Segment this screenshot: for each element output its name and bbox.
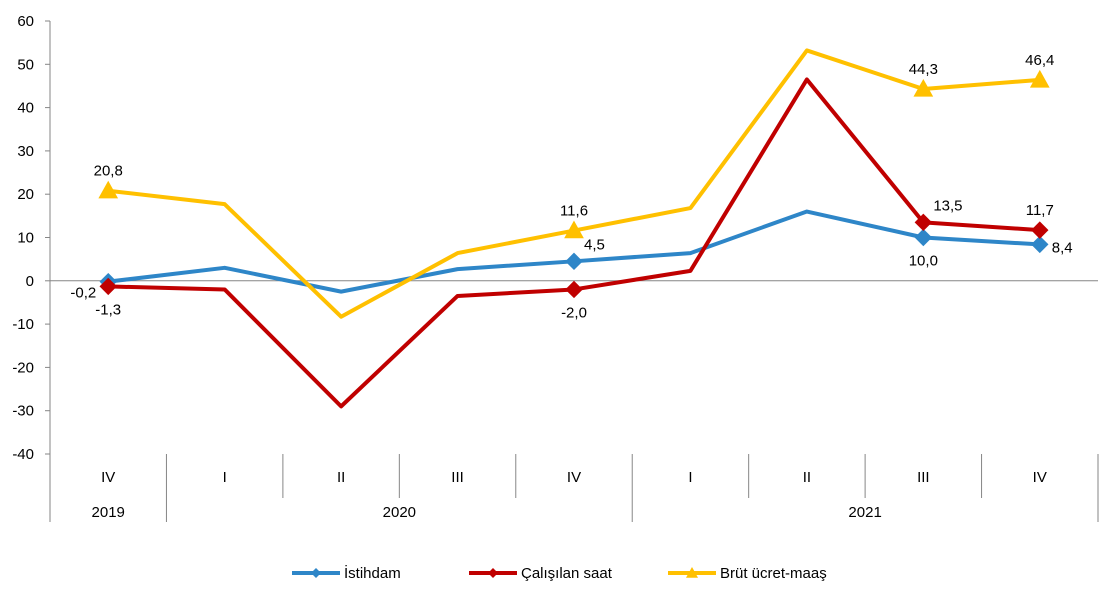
data-label: 10,0 [909, 253, 938, 270]
x-tick-label: II [337, 469, 345, 486]
legend-label: İstihdam [344, 564, 401, 582]
legend: İstihdam Çalışılan saat Brüt ücret-maaş [292, 564, 827, 582]
x-tick-label: IV [567, 469, 581, 486]
y-tick-label: 10 [17, 230, 34, 247]
y-tick-label: 0 [26, 273, 34, 290]
data-point-marker [914, 228, 933, 247]
y-tick-label: -30 [12, 403, 34, 420]
legend-item: İstihdam [292, 564, 401, 582]
data-label: 4,5 [584, 236, 605, 253]
legend-label: Brüt ücret-maaş [720, 565, 827, 582]
data-label: 11,7 [1026, 202, 1054, 219]
y-tick-label: -20 [12, 359, 34, 376]
data-point-marker [564, 220, 584, 239]
y-tick-label: 50 [17, 56, 34, 73]
year-group-label: 2020 [383, 504, 416, 521]
legend-item: Çalışılan saat [469, 565, 613, 582]
data-point-marker [914, 213, 933, 232]
data-point-marker [1031, 235, 1049, 254]
y-tick-label: 40 [17, 100, 34, 117]
data-point-marker [98, 180, 119, 199]
series-line [106, 77, 1042, 409]
data-point-marker [565, 252, 583, 271]
x-tick-label: IV [1033, 469, 1047, 486]
x-tick-label: III [917, 469, 930, 486]
data-point-marker [1031, 221, 1049, 239]
series-line [106, 48, 1042, 319]
x-tick-label: I [223, 469, 227, 486]
data-label: 46,4 [1025, 52, 1054, 69]
legend-label: Çalışılan saat [521, 565, 613, 582]
series-2 [98, 48, 1050, 319]
year-group-label: 2019 [92, 504, 125, 521]
y-tick-label: -40 [12, 446, 34, 463]
legend-item: Brüt ücret-maaş [668, 565, 827, 582]
legend-marker [311, 568, 321, 578]
y-tick-label: -10 [12, 316, 34, 333]
series-lines [98, 48, 1050, 409]
data-label: 8,4 [1052, 239, 1073, 256]
data-labels: -0,2 4,5 10,0 8,4 -1,3 -2,0 13,5 11,7 20,8 11,6 44… [70, 52, 1072, 322]
x-tick-label: I [688, 469, 692, 486]
data-point-marker [913, 78, 934, 97]
data-label: 44,3 [909, 61, 938, 78]
year-group-label: 2021 [848, 504, 881, 521]
data-point-marker [99, 277, 117, 296]
series-1 [99, 77, 1049, 409]
data-label: 20,8 [94, 163, 123, 180]
x-tick-label: IV [101, 469, 115, 486]
x-tick-label: II [803, 469, 811, 486]
series-0 [99, 209, 1049, 294]
data-label: -1,3 [95, 301, 121, 318]
data-label: -2,0 [561, 304, 587, 321]
data-label: 11,6 [560, 203, 588, 220]
data-point-marker [1029, 69, 1050, 88]
y-tick-label: 60 [17, 13, 34, 30]
legend-marker [686, 567, 698, 578]
data-label: -0,2 [70, 285, 96, 302]
data-label: 13,5 [933, 197, 962, 214]
x-tick-label: III [451, 469, 464, 486]
y-tick-label: 30 [17, 143, 34, 160]
data-point-marker [565, 280, 583, 299]
y-tick-label: 20 [17, 186, 34, 203]
legend-marker [488, 568, 498, 578]
